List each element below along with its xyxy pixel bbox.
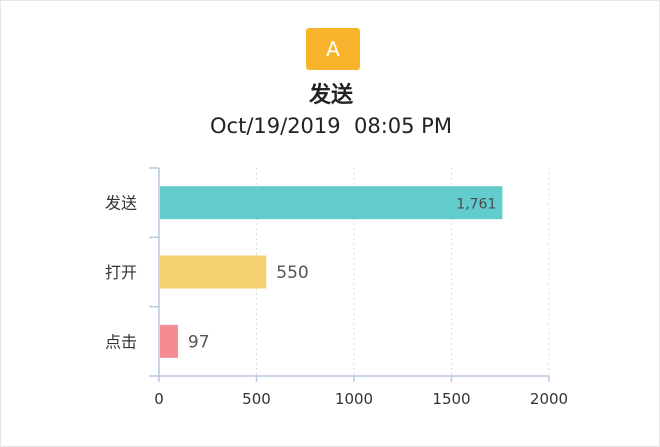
value-label-2: 97 <box>188 332 210 352</box>
bar-1 <box>160 255 267 289</box>
bar-2 <box>160 324 178 358</box>
x-tick-label-4: 2000 <box>530 390 568 408</box>
chart-title: 发送 <box>308 83 353 108</box>
bar-0 <box>160 186 503 220</box>
x-tick-label-3: 1500 <box>432 390 470 408</box>
category-label-0: 发送 <box>105 194 137 213</box>
x-tick-label-1: 500 <box>242 390 271 408</box>
x-tick-label-0: 0 <box>154 390 164 408</box>
x-tick-label-2: 1000 <box>335 390 373 408</box>
category-badge: A <box>306 28 360 70</box>
category-label-1: 打开 <box>105 263 137 282</box>
value-label-0: 1,761 <box>456 197 496 213</box>
value-label-1: 550 <box>276 263 308 283</box>
category-label-2: 点击 <box>105 332 137 351</box>
chart-timestamp: Oct/19/2019 08:05 PM <box>210 114 452 138</box>
